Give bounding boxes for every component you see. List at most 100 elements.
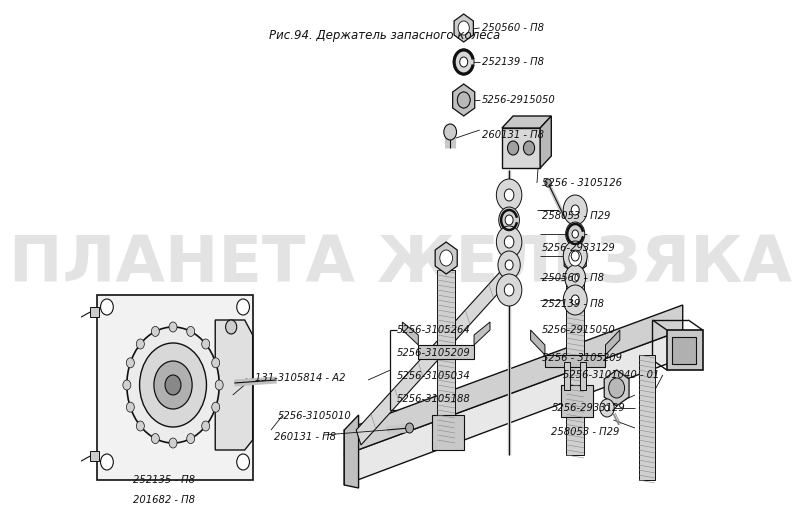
Bar bbox=[639, 355, 655, 480]
Circle shape bbox=[136, 421, 144, 431]
Circle shape bbox=[169, 438, 177, 448]
Circle shape bbox=[563, 195, 587, 225]
Bar bbox=[666, 330, 702, 370]
Circle shape bbox=[569, 250, 582, 266]
Polygon shape bbox=[564, 242, 586, 274]
Polygon shape bbox=[604, 370, 629, 406]
Circle shape bbox=[610, 379, 624, 397]
Bar bbox=[561, 385, 593, 417]
Bar bbox=[580, 362, 586, 390]
Circle shape bbox=[458, 92, 470, 108]
Text: ПЛАНЕТА ЖЕЛЕЗЯКА: ПЛАНЕТА ЖЕЛЕЗЯКА bbox=[9, 233, 791, 295]
Circle shape bbox=[498, 251, 520, 279]
Circle shape bbox=[566, 222, 585, 246]
Text: 201682 - П8: 201682 - П8 bbox=[134, 495, 195, 505]
Circle shape bbox=[226, 320, 237, 334]
Text: 5256-3105264: 5256-3105264 bbox=[397, 325, 470, 335]
Bar bbox=[502, 128, 540, 168]
Circle shape bbox=[202, 339, 210, 349]
Text: 5256 - 3105209: 5256 - 3105209 bbox=[542, 353, 622, 363]
Bar bbox=[672, 337, 696, 364]
Circle shape bbox=[458, 21, 470, 35]
Bar bbox=[432, 415, 464, 450]
Polygon shape bbox=[215, 320, 253, 450]
Circle shape bbox=[504, 189, 514, 201]
Circle shape bbox=[545, 179, 551, 187]
Circle shape bbox=[565, 265, 586, 291]
Text: 5256-2915050: 5256-2915050 bbox=[482, 95, 556, 105]
Text: 5256-3105010: 5256-3105010 bbox=[278, 411, 351, 421]
Circle shape bbox=[406, 423, 414, 433]
Circle shape bbox=[571, 295, 579, 305]
Circle shape bbox=[454, 49, 474, 75]
Circle shape bbox=[496, 226, 522, 258]
Text: 5256-3101040 - 01: 5256-3101040 - 01 bbox=[563, 370, 660, 380]
Bar bbox=[90, 307, 99, 317]
Circle shape bbox=[212, 402, 220, 412]
Circle shape bbox=[572, 274, 578, 282]
Circle shape bbox=[571, 251, 579, 261]
Text: 252135 - П8: 252135 - П8 bbox=[134, 475, 195, 485]
Text: 5256-2933129: 5256-2933129 bbox=[542, 243, 615, 253]
Bar bbox=[90, 451, 99, 461]
Circle shape bbox=[444, 124, 457, 140]
Polygon shape bbox=[435, 242, 458, 274]
Polygon shape bbox=[474, 322, 490, 345]
Text: 252139 - П8: 252139 - П8 bbox=[482, 57, 544, 67]
Text: 258053 - П29: 258053 - П29 bbox=[542, 211, 610, 221]
Circle shape bbox=[126, 358, 134, 368]
Circle shape bbox=[154, 361, 192, 409]
Bar bbox=[564, 362, 570, 390]
Polygon shape bbox=[502, 116, 551, 128]
Circle shape bbox=[136, 339, 144, 349]
Text: 131-3105814 - А2: 131-3105814 - А2 bbox=[255, 373, 346, 383]
Circle shape bbox=[523, 141, 534, 155]
Circle shape bbox=[504, 284, 514, 296]
Circle shape bbox=[186, 326, 194, 336]
Circle shape bbox=[101, 299, 114, 315]
Bar bbox=[98, 295, 253, 480]
Circle shape bbox=[460, 57, 468, 67]
Text: 250560 - П8: 250560 - П8 bbox=[542, 273, 604, 283]
Circle shape bbox=[609, 378, 625, 398]
Polygon shape bbox=[344, 330, 682, 485]
Text: 5256-3105034: 5256-3105034 bbox=[397, 371, 470, 381]
Circle shape bbox=[572, 230, 578, 238]
Bar bbox=[545, 355, 606, 367]
Text: 250560 - П8: 250560 - П8 bbox=[482, 23, 544, 33]
Polygon shape bbox=[453, 84, 474, 116]
Text: 252139 - П8: 252139 - П8 bbox=[542, 299, 604, 309]
Circle shape bbox=[127, 327, 219, 443]
Circle shape bbox=[151, 326, 159, 336]
Circle shape bbox=[600, 399, 614, 417]
Circle shape bbox=[498, 207, 519, 233]
Circle shape bbox=[212, 358, 220, 368]
Polygon shape bbox=[454, 14, 474, 42]
Circle shape bbox=[151, 433, 159, 444]
Circle shape bbox=[605, 405, 610, 411]
Circle shape bbox=[123, 380, 131, 390]
Text: 5256-2915050: 5256-2915050 bbox=[542, 325, 615, 335]
Polygon shape bbox=[344, 415, 358, 488]
Circle shape bbox=[165, 375, 181, 395]
Circle shape bbox=[458, 92, 470, 108]
Text: Рис.94. Держатель запасного колеса: Рис.94. Держатель запасного колеса bbox=[270, 30, 501, 42]
Circle shape bbox=[440, 250, 453, 266]
Text: 5256 - 3105126: 5256 - 3105126 bbox=[542, 178, 622, 188]
Circle shape bbox=[202, 421, 210, 431]
Circle shape bbox=[496, 274, 522, 306]
Circle shape bbox=[169, 322, 177, 332]
Polygon shape bbox=[606, 330, 620, 355]
Circle shape bbox=[571, 205, 579, 215]
Bar bbox=[438, 270, 455, 440]
Bar bbox=[566, 272, 584, 455]
Circle shape bbox=[563, 285, 587, 315]
Polygon shape bbox=[402, 322, 418, 345]
Circle shape bbox=[237, 299, 250, 315]
Circle shape bbox=[496, 179, 522, 211]
Circle shape bbox=[504, 236, 514, 248]
Circle shape bbox=[505, 215, 513, 225]
Text: 5256-3105188: 5256-3105188 bbox=[397, 394, 470, 404]
Circle shape bbox=[505, 260, 513, 270]
Text: 5256-2933129: 5256-2933129 bbox=[551, 403, 625, 413]
